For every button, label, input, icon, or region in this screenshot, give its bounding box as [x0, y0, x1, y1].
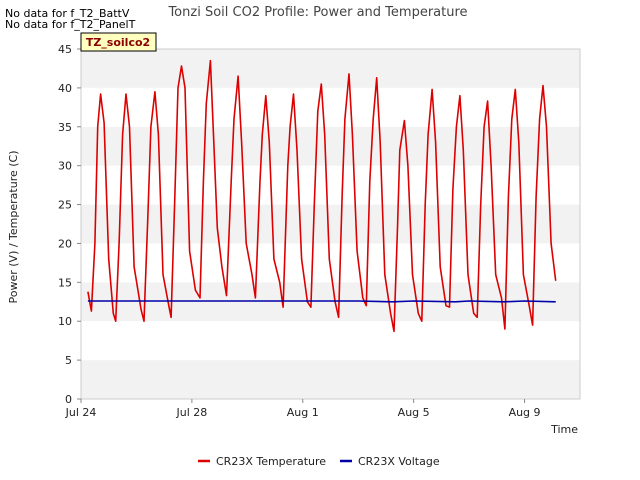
no-data-note-panelt: No data for f_T2_PanelT — [5, 18, 136, 31]
series-line-voltage — [87, 300, 556, 303]
plot-band — [81, 87, 580, 127]
x-tick-label: Aug 9 — [509, 406, 541, 419]
legend-label: CR23X Temperature — [216, 455, 326, 468]
plot-band — [81, 360, 580, 399]
plot-band — [81, 165, 580, 205]
legend-label: CR23X Voltage — [358, 455, 440, 468]
y-tick-label: 30 — [58, 160, 72, 173]
y-tick-label: 45 — [58, 43, 72, 56]
y-tick-label: 35 — [58, 121, 72, 134]
plot-band — [81, 49, 580, 88]
plot-band — [81, 321, 580, 361]
y-tick-label: 25 — [58, 199, 72, 212]
x-tick-label: Jul 24 — [65, 406, 97, 419]
plot-band — [81, 204, 580, 244]
y-tick-label: 10 — [58, 315, 72, 328]
plot-band — [81, 126, 580, 166]
y-tick-label: 20 — [58, 237, 72, 250]
plot-frame — [80, 48, 581, 400]
x-tick-label: Jul 28 — [176, 406, 208, 419]
y-axis-label: Power (V) / Temperature (C) — [7, 150, 20, 303]
no-data-note-battv: No data for f_T2_BattV — [5, 7, 130, 20]
site-badge-label: TZ_soilco2 — [86, 36, 150, 49]
y-tick-label: 0 — [65, 393, 72, 406]
x-axis-ticks: Jul 24 Jul 28 Aug 1 Aug 5 Aug 9 — [65, 399, 541, 419]
x-tick-label: Aug 1 — [287, 406, 319, 419]
series-line-temperature — [87, 59, 557, 333]
chart-title: Tonzi Soil CO2 Profile: Power and Temper… — [167, 5, 467, 20]
x-axis-label: Time — [550, 423, 578, 436]
y-tick-label: 5 — [65, 354, 72, 367]
legend: CR23X Temperature CR23X Voltage — [198, 455, 440, 468]
series-lines — [87, 59, 557, 333]
y-tick-label: 15 — [58, 276, 72, 289]
y-tick-label: 40 — [58, 82, 72, 95]
x-tick-label: Aug 5 — [398, 406, 430, 419]
y-axis-ticks: 0 5 10 15 20 25 30 35 40 45 — [58, 43, 81, 406]
site-badge: TZ_soilco2 — [80, 32, 157, 52]
